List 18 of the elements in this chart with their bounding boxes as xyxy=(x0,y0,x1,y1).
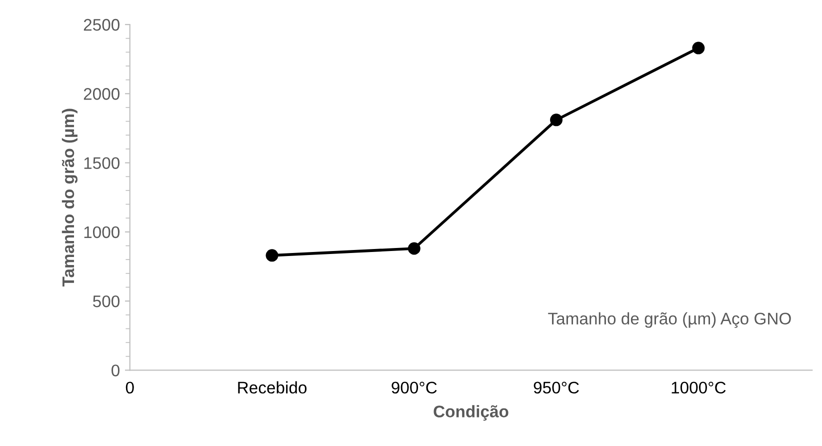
y-tick-label: 2500 xyxy=(84,18,120,31)
x-axis-title: Condição xyxy=(434,405,508,421)
y-tick-label: 0 xyxy=(112,364,120,376)
y-tick-label: 2000 xyxy=(84,88,120,100)
point xyxy=(266,249,278,262)
x-tick-label: 0 xyxy=(126,382,134,394)
x-tick-label: 1000°C xyxy=(672,382,726,394)
y-tick-label: 500 xyxy=(93,295,120,308)
y-tick-label: 1500 xyxy=(84,157,120,169)
point xyxy=(550,114,563,126)
x-tick-label: 900°C xyxy=(392,382,437,394)
y-axis-title: Tamanho do grão (µm) xyxy=(62,108,78,287)
annotation: Tamanho de grão (µm) Aço GNO xyxy=(548,312,791,328)
x-tick-label: Recebido xyxy=(238,381,307,394)
y-tick-label: 1000 xyxy=(84,226,120,238)
point xyxy=(408,242,420,255)
point xyxy=(692,42,705,54)
x-tick-label: 950°C xyxy=(534,382,579,394)
